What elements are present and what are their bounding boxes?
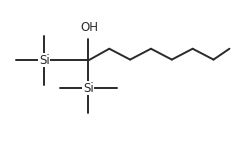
- Text: Si: Si: [83, 82, 94, 95]
- Text: Si: Si: [39, 54, 50, 67]
- Text: OH: OH: [81, 21, 99, 34]
